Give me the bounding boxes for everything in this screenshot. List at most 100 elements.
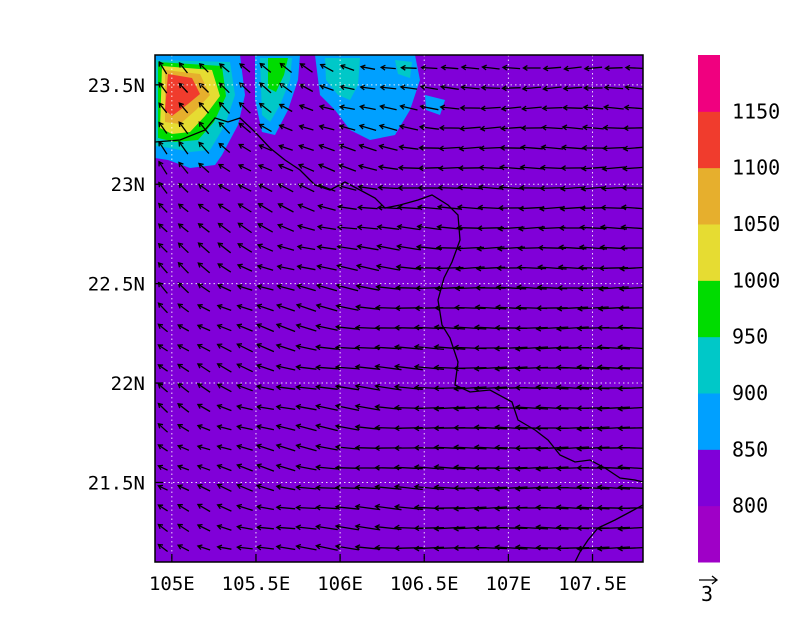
wind-vector-arrow bbox=[295, 504, 317, 511]
contour-patch-north-5 bbox=[325, 58, 360, 100]
wind-vector-arrow bbox=[479, 125, 502, 132]
wind-vector-arrow bbox=[319, 84, 334, 92]
wind-vector-arrow bbox=[514, 544, 549, 551]
wind-vector-arrow bbox=[576, 425, 610, 432]
wind-vector-arrow bbox=[433, 444, 466, 451]
colorbar: 800 850 900 950 1000 1050 1100 1150 bbox=[698, 55, 780, 563]
colorbar-segment bbox=[698, 167, 720, 225]
wind-vector-arrow bbox=[177, 363, 190, 373]
wind-vector-arrow bbox=[277, 203, 294, 213]
colorbar-segment bbox=[698, 505, 720, 563]
wind-vector-arrow bbox=[177, 242, 189, 254]
wind-vector-arrow bbox=[535, 404, 569, 411]
wind-vector-arrow bbox=[415, 566, 444, 571]
wind-vector-arrow bbox=[617, 484, 643, 491]
wind-vector-arrow bbox=[413, 405, 445, 412]
wind-vector-arrow bbox=[218, 63, 230, 73]
wind-vector-arrow bbox=[176, 464, 190, 471]
wind-vector-arrow bbox=[617, 525, 643, 532]
wind-vector-arrow bbox=[617, 364, 643, 371]
wind-vector-arrow bbox=[316, 565, 337, 570]
wind-vector-arrow bbox=[413, 464, 445, 471]
wind-vector-arrow bbox=[297, 564, 317, 570]
wind-vector-arrow bbox=[157, 504, 168, 512]
wind-vector-arrow bbox=[296, 264, 316, 271]
wind-vector-arrow bbox=[297, 163, 315, 172]
wind-vector-arrow bbox=[315, 543, 338, 551]
wind-vector-arrow bbox=[457, 184, 483, 191]
wind-vector-arrow bbox=[358, 143, 377, 152]
wind-vector-arrow bbox=[433, 464, 466, 471]
wind-vector-arrow bbox=[237, 222, 252, 234]
wind-vector-arrow bbox=[478, 164, 503, 171]
wind-vector-arrow bbox=[437, 165, 461, 172]
wind-vector-arrow bbox=[315, 344, 338, 351]
wind-vector-arrow bbox=[338, 104, 355, 111]
wind-vector-arrow bbox=[542, 65, 562, 72]
wind-vector-arrow bbox=[177, 324, 190, 332]
wind-vector-arrow bbox=[196, 363, 211, 373]
wind-vector-arrow bbox=[400, 64, 417, 71]
wind-vector-arrow bbox=[438, 145, 461, 152]
wind-vector-arrow bbox=[375, 284, 401, 291]
wind-vector-arrow bbox=[437, 184, 462, 191]
wind-vector-arrow bbox=[514, 485, 549, 492]
wind-vector-arrow bbox=[256, 243, 274, 252]
wind-vector-arrow bbox=[376, 566, 402, 571]
wind-vector-arrow bbox=[177, 261, 189, 274]
wind-vector-arrow bbox=[259, 82, 272, 94]
wind-vector-arrow bbox=[576, 504, 610, 511]
wind-vector-arrow bbox=[315, 364, 338, 371]
wind-vector-arrow bbox=[316, 263, 337, 271]
wind-vector-arrow bbox=[416, 204, 441, 211]
wind-vector-arrow bbox=[618, 305, 643, 312]
y-tick-label: 21.5N bbox=[88, 472, 145, 494]
wind-vector-arrow bbox=[498, 184, 524, 191]
wind-vector-arrow bbox=[236, 404, 253, 411]
wind-vector-arrow bbox=[521, 85, 542, 92]
wind-vector-arrow bbox=[460, 84, 480, 91]
wind-vector-arrow bbox=[177, 424, 190, 432]
wind-vector-arrow bbox=[354, 523, 381, 531]
wind-vector-arrow bbox=[460, 64, 480, 71]
wind-vector-arrow bbox=[494, 465, 528, 472]
wind-vector-arrow bbox=[562, 85, 583, 92]
wind-vector-arrow bbox=[157, 223, 168, 233]
wind-vector-arrow bbox=[157, 402, 169, 413]
wind-vector-arrow bbox=[255, 504, 275, 511]
wind-vector-arrow bbox=[598, 285, 629, 292]
wind-vector-arrow bbox=[277, 223, 295, 232]
wind-vector-arrow bbox=[560, 165, 585, 172]
grid-lines bbox=[155, 55, 643, 562]
colorbar-segment bbox=[698, 111, 720, 169]
wind-vector-arrow bbox=[198, 162, 210, 173]
wind-vector-arrow bbox=[395, 264, 422, 271]
wind-vector-arrow bbox=[339, 64, 355, 72]
wind-vector-arrow bbox=[562, 104, 583, 111]
wind-vector-arrow bbox=[413, 545, 445, 552]
wind-vector-arrow bbox=[396, 204, 420, 211]
wind-vector-arrow bbox=[495, 284, 527, 291]
wind-vector-arrow bbox=[433, 324, 466, 331]
wind-vector-arrow bbox=[541, 124, 563, 131]
wind-vector-arrow bbox=[237, 243, 253, 253]
wind-vector-arrow bbox=[561, 124, 584, 131]
x-tick-label: 106E bbox=[317, 573, 363, 595]
wind-vector-arrow bbox=[576, 405, 610, 412]
wind-vector-arrow bbox=[601, 165, 626, 172]
wind-vector-arrow bbox=[256, 263, 274, 271]
wind-vector-arrow bbox=[355, 263, 380, 272]
x-tick-label: 107E bbox=[485, 573, 531, 595]
wind-vector-arrow bbox=[617, 385, 643, 392]
wind-vector-arrow bbox=[563, 65, 582, 72]
colorbar-segment bbox=[698, 224, 720, 281]
wind-vector-arrow bbox=[316, 224, 337, 231]
wind-vector-arrow bbox=[398, 123, 419, 131]
colorbar-label: 800 bbox=[732, 494, 768, 518]
wind-vector-arrow bbox=[538, 205, 565, 212]
wind-vector-arrow bbox=[315, 464, 338, 471]
wind-vector-arrow bbox=[439, 104, 460, 111]
wind-vector-arrow bbox=[356, 243, 379, 251]
x-tick-label: 105.5E bbox=[222, 573, 291, 595]
